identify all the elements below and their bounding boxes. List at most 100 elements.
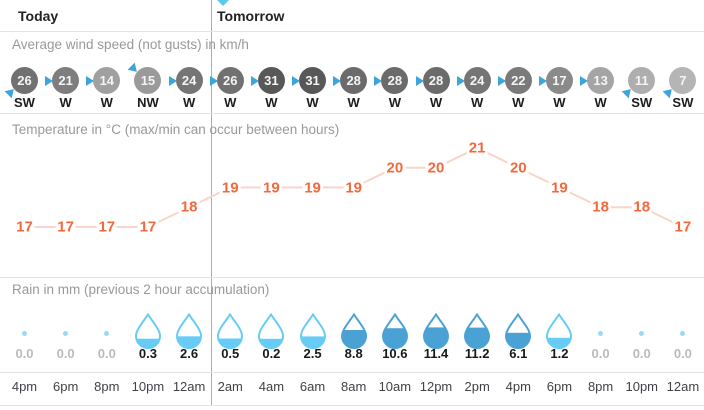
wind-section-divider-line [0,113,704,114]
rain-value-label: 8.8 [344,346,363,361]
temperature-value-label: 19 [261,179,282,196]
wind-direction-arrow-icon [45,75,54,86]
rain-value-label: 10.6 [382,346,408,361]
wind-direction-label: W [594,95,607,110]
rain-drop-icon [339,313,369,349]
wind-direction-arrow-icon [374,75,383,86]
rain-drop-icon [462,313,492,349]
wind-speed-icon: 26 [209,67,244,94]
rain-value-label: 0.0 [56,346,75,361]
day-divider [211,0,212,405]
wind-column: 22 [497,67,539,94]
rain-value-label: 2.5 [303,346,322,361]
time-axis-divider-line [0,372,704,373]
temperature-value-label: 17 [55,218,76,236]
temperature-value-label: 21 [466,139,488,157]
rain-value-label: 0.0 [591,346,610,361]
temperature-value-label: 20 [384,159,406,177]
wind-speed-icon: 7 [663,67,697,99]
wind-direction-arrow-icon [86,75,95,86]
rain-drop-icon [174,313,204,349]
wind-column: 28 [374,67,415,94]
wind-column: 11 [621,67,662,99]
rain-value-label: 11.2 [464,346,490,361]
time-tick-label: 6pm [546,379,573,394]
wind-column: 28 [333,67,374,94]
wind-direction-arrow-icon [456,75,465,86]
wind-direction-arrow-icon [333,75,342,86]
wind-direction-arrow-icon [250,75,259,86]
rain-value-label: 0.0 [97,346,116,361]
temperature-value-label: 19 [549,179,570,196]
wind-direction-label: W [265,95,278,110]
temperature-section-divider-line [0,277,704,278]
wind-column: 26 [209,67,251,94]
now-time-marker-icon [217,0,229,6]
wind-direction-label: NW [137,95,159,110]
rain-drop-icon [544,313,574,349]
wind-column: 15 [127,62,168,94]
wind-direction-arrow-icon [209,75,218,86]
rain-value-label: 2.6 [180,346,199,361]
rain-drop-icon [503,313,533,349]
wind-column: 14 [86,67,127,94]
time-tick-label: 2pm [464,379,490,394]
rain-drop-icon [421,313,451,349]
wind-column: 17 [538,67,580,94]
temperature-value-label: 19 [219,179,241,196]
wind-speed-icon: 24 [456,67,491,94]
temperature-value-label: 19 [343,179,365,196]
wind-speed-icon: 31 [292,67,327,94]
time-tick-label: 10pm [625,379,659,394]
wind-direction-label: SW [631,95,653,110]
time-tick-label: 8am [341,379,367,394]
temperature-value-label: 18 [178,198,200,216]
time-tick-label: 8pm [94,379,120,394]
wind-speed-icon: 28 [333,67,368,94]
rain-value-label: 1.2 [550,346,569,361]
wind-direction-arrow-icon [168,75,177,86]
wind-direction-label: W [388,95,401,110]
bottom-border-line [0,405,704,406]
wind-column: 21 [45,67,86,94]
wind-direction-label: W [182,95,196,110]
rain-value-label: 0.0 [673,346,692,361]
wind-speed-icon: 28 [374,67,409,94]
rain-section-label: Rain in mm (previous 2 hour accumulation… [12,282,270,297]
rain-value-label: 0.3 [138,346,157,361]
rain-value-label: 11.4 [423,346,449,361]
time-tick-label: 10am [378,379,412,394]
rain-trace-dot-icon [22,331,27,336]
temperature-value-label: 17 [96,218,118,236]
time-tick-label: 12am [172,379,206,394]
rain-trace-dot-icon [598,331,604,336]
wind-direction-label: W [429,95,443,110]
wind-speed-icon: 31 [250,67,285,94]
time-tick-label: 8pm [587,379,614,394]
time-tick-label: 4am [258,379,285,394]
rain-value-label: 0.0 [632,346,651,361]
rain-drop-icon [133,313,163,349]
rain-trace-dot-icon [63,331,69,336]
wind-column: 31 [292,67,333,94]
wind-speed-icon: 21 [45,67,80,94]
rain-drop-icon [298,313,328,349]
time-tick-label: 4pm [505,379,531,394]
today-header: Today [18,8,59,24]
wind-speed-icon: 26 [4,67,38,99]
rain-trace-dot-icon [680,331,686,336]
wind-section-label: Average wind speed (not gusts) in km/h [12,37,249,52]
temperature-value-label: 18 [590,198,611,216]
wind-speed-icon: 15 [128,62,162,94]
wind-direction-label: W [471,95,484,110]
time-tick-label: 12pm [419,379,453,394]
rain-value-label: 0.5 [221,346,240,361]
wind-direction-label: W [59,95,72,110]
temperature-value-label: 19 [302,179,323,196]
temperature-value-label: 17 [137,218,159,236]
temperature-value-label: 17 [672,218,694,236]
rain-trace-dot-icon [639,331,645,336]
wind-direction-arrow-icon [580,75,589,86]
wind-speed-icon: 11 [621,67,656,99]
time-tick-label: 6am [299,379,326,394]
